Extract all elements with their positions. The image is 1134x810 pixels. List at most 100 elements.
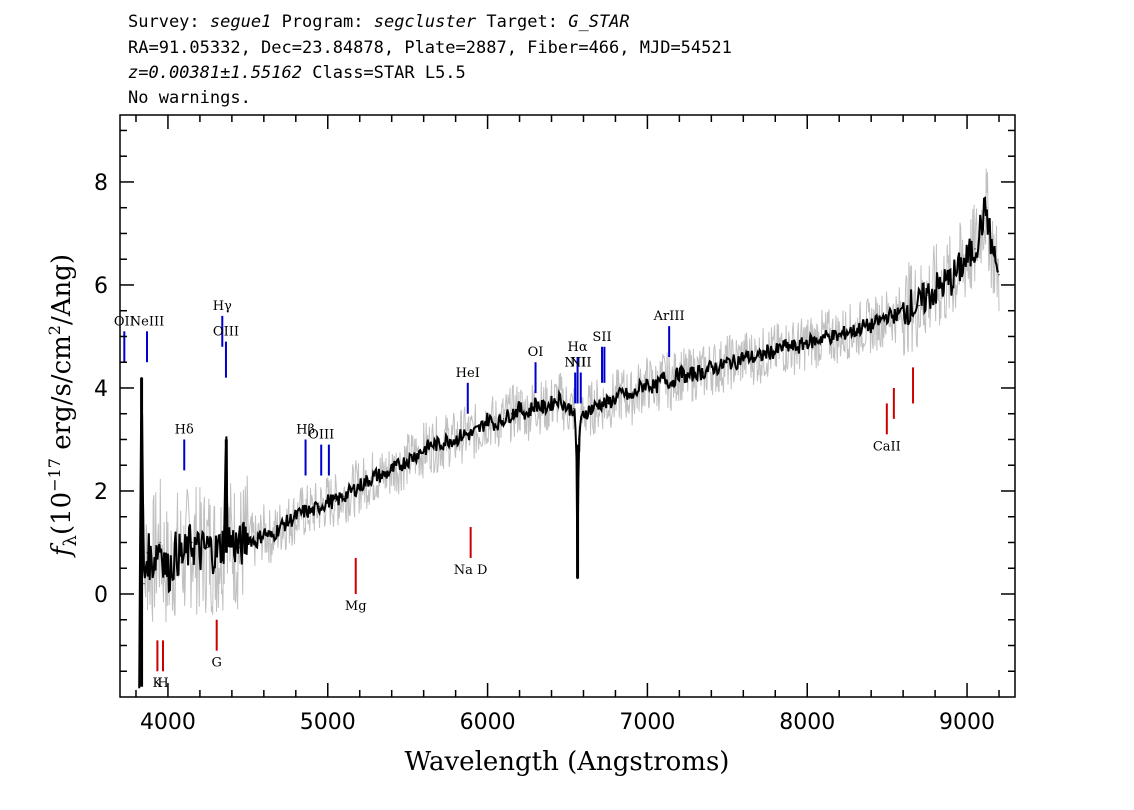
noise-trace [138, 168, 1000, 673]
flux-point [985, 207, 987, 209]
warnings-text: No warnings. [128, 88, 251, 108]
line-label: Hα [568, 340, 588, 355]
flux-point [542, 408, 545, 410]
flux-point [710, 366, 712, 368]
y-tick-label: 0 [94, 583, 108, 608]
flux-point [934, 289, 936, 291]
y-axis-unit-a: (10 [47, 492, 77, 535]
flux-point [183, 557, 185, 559]
flux-point [862, 325, 864, 327]
flux-point [231, 541, 233, 544]
flux-point [159, 541, 161, 544]
flux-point [311, 511, 313, 513]
flux-point [573, 408, 575, 410]
flux-point [606, 402, 609, 404]
y-tick-label: 6 [94, 274, 108, 299]
line-label: K [153, 676, 163, 691]
redshift-value: z=0.00381±1.55162 [128, 63, 302, 83]
flux-point [375, 474, 377, 477]
flux-point [383, 474, 385, 477]
flux-point [239, 547, 241, 549]
x-tick-label: 9000 [939, 710, 995, 735]
flux-point [367, 480, 369, 482]
flux-point [471, 433, 473, 435]
flux-point [295, 516, 297, 518]
flux-point [335, 500, 337, 502]
line-label: OII [114, 314, 135, 329]
flux-point [271, 536, 273, 538]
flux-point [327, 500, 329, 502]
flux-point [146, 552, 148, 554]
line-label: NII [564, 356, 586, 371]
flux-point [287, 521, 289, 523]
y-axis-title: fλ(10−17 erg/s/cm2/Ang) [45, 254, 81, 558]
flux-point [694, 371, 697, 374]
flux-point [167, 572, 169, 575]
flux-point [247, 536, 249, 538]
flux-point [303, 511, 305, 513]
x-tick-label: 8000 [779, 710, 835, 735]
flux-point [138, 670, 140, 672]
flux-point [407, 459, 409, 461]
flux-point [750, 356, 752, 358]
line-label: Hδ [175, 422, 194, 437]
flux-point [614, 397, 617, 399]
header-line-3: z=0.00381±1.55162 Class=STAR L5.5 [128, 63, 466, 83]
flux-point [151, 562, 153, 564]
line-label: Na D [454, 563, 488, 578]
header-line-1: Survey: segue1 Program: segcluster Targe… [128, 12, 630, 32]
flux-point [950, 279, 952, 281]
flux-point [702, 371, 704, 374]
flux-point [646, 382, 649, 384]
flux-point [590, 408, 593, 410]
flux-point [766, 351, 768, 353]
survey-value: segue1 [209, 12, 272, 32]
x-axis-title: Wavelength (Angstroms) [405, 747, 730, 777]
flux-point [582, 413, 585, 415]
flux-point [622, 392, 625, 394]
flux-point [790, 346, 792, 348]
flux-point [503, 418, 505, 420]
flux-point [654, 387, 657, 389]
flux-point [479, 428, 481, 430]
flux-trace [138, 196, 1000, 689]
y-axis-exponent: −17 [45, 458, 64, 492]
y-tick-label: 8 [94, 171, 108, 196]
flux-point [846, 330, 848, 332]
flux-point [519, 408, 521, 410]
survey-label: Survey: [128, 12, 200, 32]
line-label: Hβ [296, 422, 315, 437]
line-label: NeIII [130, 314, 164, 329]
flux-point [902, 310, 904, 312]
flux-point [578, 438, 580, 441]
flux-point [175, 552, 177, 554]
flux-point [870, 325, 872, 327]
line-label: Hγ [213, 299, 232, 314]
flux-series [138, 196, 1000, 689]
line-label: H [157, 676, 168, 691]
flux-point [918, 305, 920, 307]
flux-point [550, 402, 553, 404]
line-label: OIII [213, 325, 239, 340]
flux-point [806, 341, 808, 343]
flux-point [878, 320, 880, 322]
flux-point [758, 356, 760, 358]
target-label: Target: [486, 12, 558, 32]
flux-point [798, 346, 800, 348]
line-label: SII [592, 330, 611, 345]
flux-point [638, 387, 641, 389]
spectral-line-markers: OIINeIIIHδHγOIIIHβOIIIHeIOINIIHαNIISIIAr… [114, 299, 915, 691]
y-axis-unit-c: /Ang) [47, 254, 77, 325]
line-label: Mg [345, 599, 367, 614]
flux-point [838, 335, 840, 338]
flux-point [199, 552, 201, 554]
flux-point [215, 552, 217, 554]
noise-band [138, 168, 1000, 673]
x-tick-label: 5000 [300, 710, 356, 735]
flux-point [255, 541, 257, 544]
line-label: ArIII [653, 309, 685, 324]
plot-frame [119, 114, 1016, 698]
y-axis-subscript: λ [60, 535, 81, 546]
flux-point [399, 464, 401, 466]
flux-point [455, 438, 457, 441]
